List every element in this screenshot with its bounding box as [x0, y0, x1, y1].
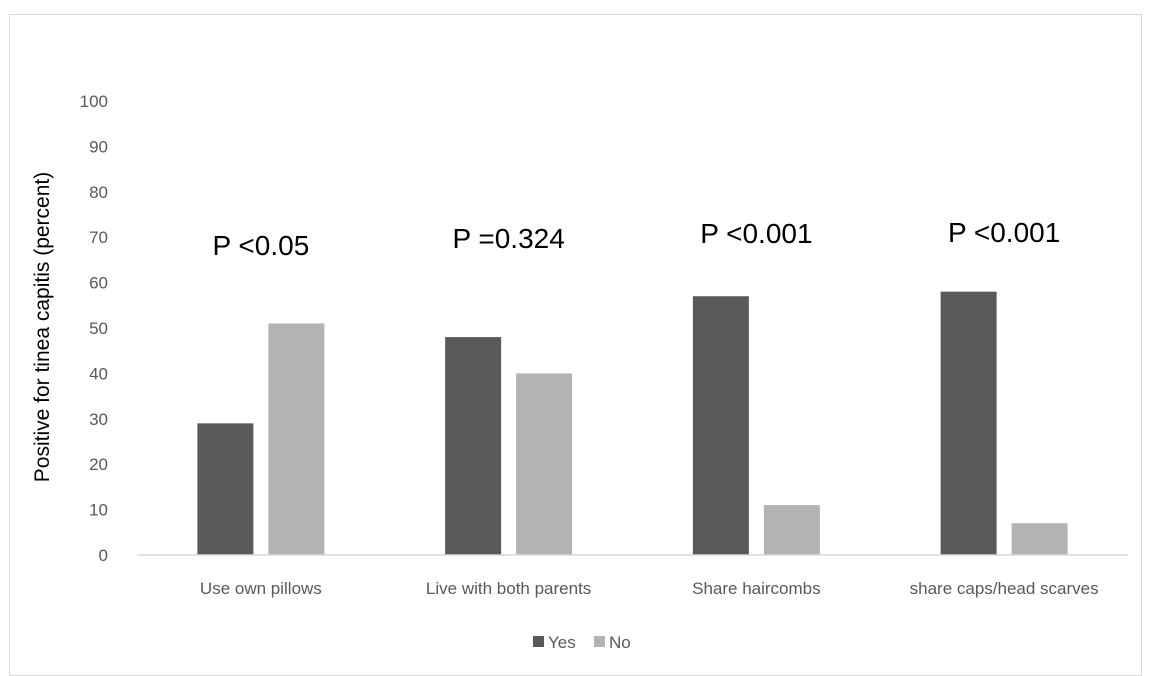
y-tick-label: 90 — [89, 137, 108, 156]
y-tick-label: 20 — [89, 455, 108, 474]
y-axis-ticks: 0 10 20 30 40 50 60 70 80 90 100 — [80, 92, 108, 565]
x-category-label: Use own pillows — [200, 579, 322, 598]
y-tick-label: 60 — [89, 274, 108, 293]
bar-no-1 — [268, 323, 325, 555]
y-tick-label: 0 — [99, 546, 108, 565]
bar-yes-3 — [692, 296, 749, 555]
y-tick-label: 80 — [89, 183, 108, 202]
p-value-annotation: P <0.001 — [700, 218, 812, 249]
y-tick-label: 40 — [89, 364, 108, 383]
x-category-label: Live with both parents — [426, 579, 591, 598]
y-tick-label: 10 — [89, 501, 108, 520]
legend: Yes No — [533, 633, 631, 652]
p-value-annotation: P <0.001 — [948, 217, 1060, 248]
bar-no-4 — [1011, 523, 1068, 555]
y-tick-label: 30 — [89, 410, 108, 429]
x-category-label: share caps/head scarves — [910, 579, 1099, 598]
bar-yes-2 — [445, 337, 502, 555]
bar-no-2 — [516, 373, 573, 555]
y-tick-label: 70 — [89, 228, 108, 247]
bar-no-3 — [763, 505, 820, 555]
p-value-annotation: P =0.324 — [452, 223, 564, 254]
legend-swatch-no — [594, 636, 605, 647]
p-value-annotations: P <0.05 P =0.324 P <0.001 P <0.001 — [212, 217, 1060, 261]
bars — [197, 291, 1068, 555]
legend-swatch-yes — [533, 636, 544, 647]
bar-yes-1 — [197, 423, 254, 555]
y-tick-label: 50 — [89, 319, 108, 338]
bar-yes-4 — [940, 291, 997, 555]
x-category-label: Share haircombs — [692, 579, 821, 598]
y-tick-label: 100 — [80, 92, 108, 111]
y-axis-label: Positive for tinea capitis (percent) — [31, 172, 54, 482]
legend-label-no: No — [609, 633, 631, 652]
legend-label-yes: Yes — [548, 633, 576, 652]
category-labels: Use own pillows Live with both parents Sha… — [200, 579, 1099, 598]
p-value-annotation: P <0.05 — [212, 230, 309, 261]
